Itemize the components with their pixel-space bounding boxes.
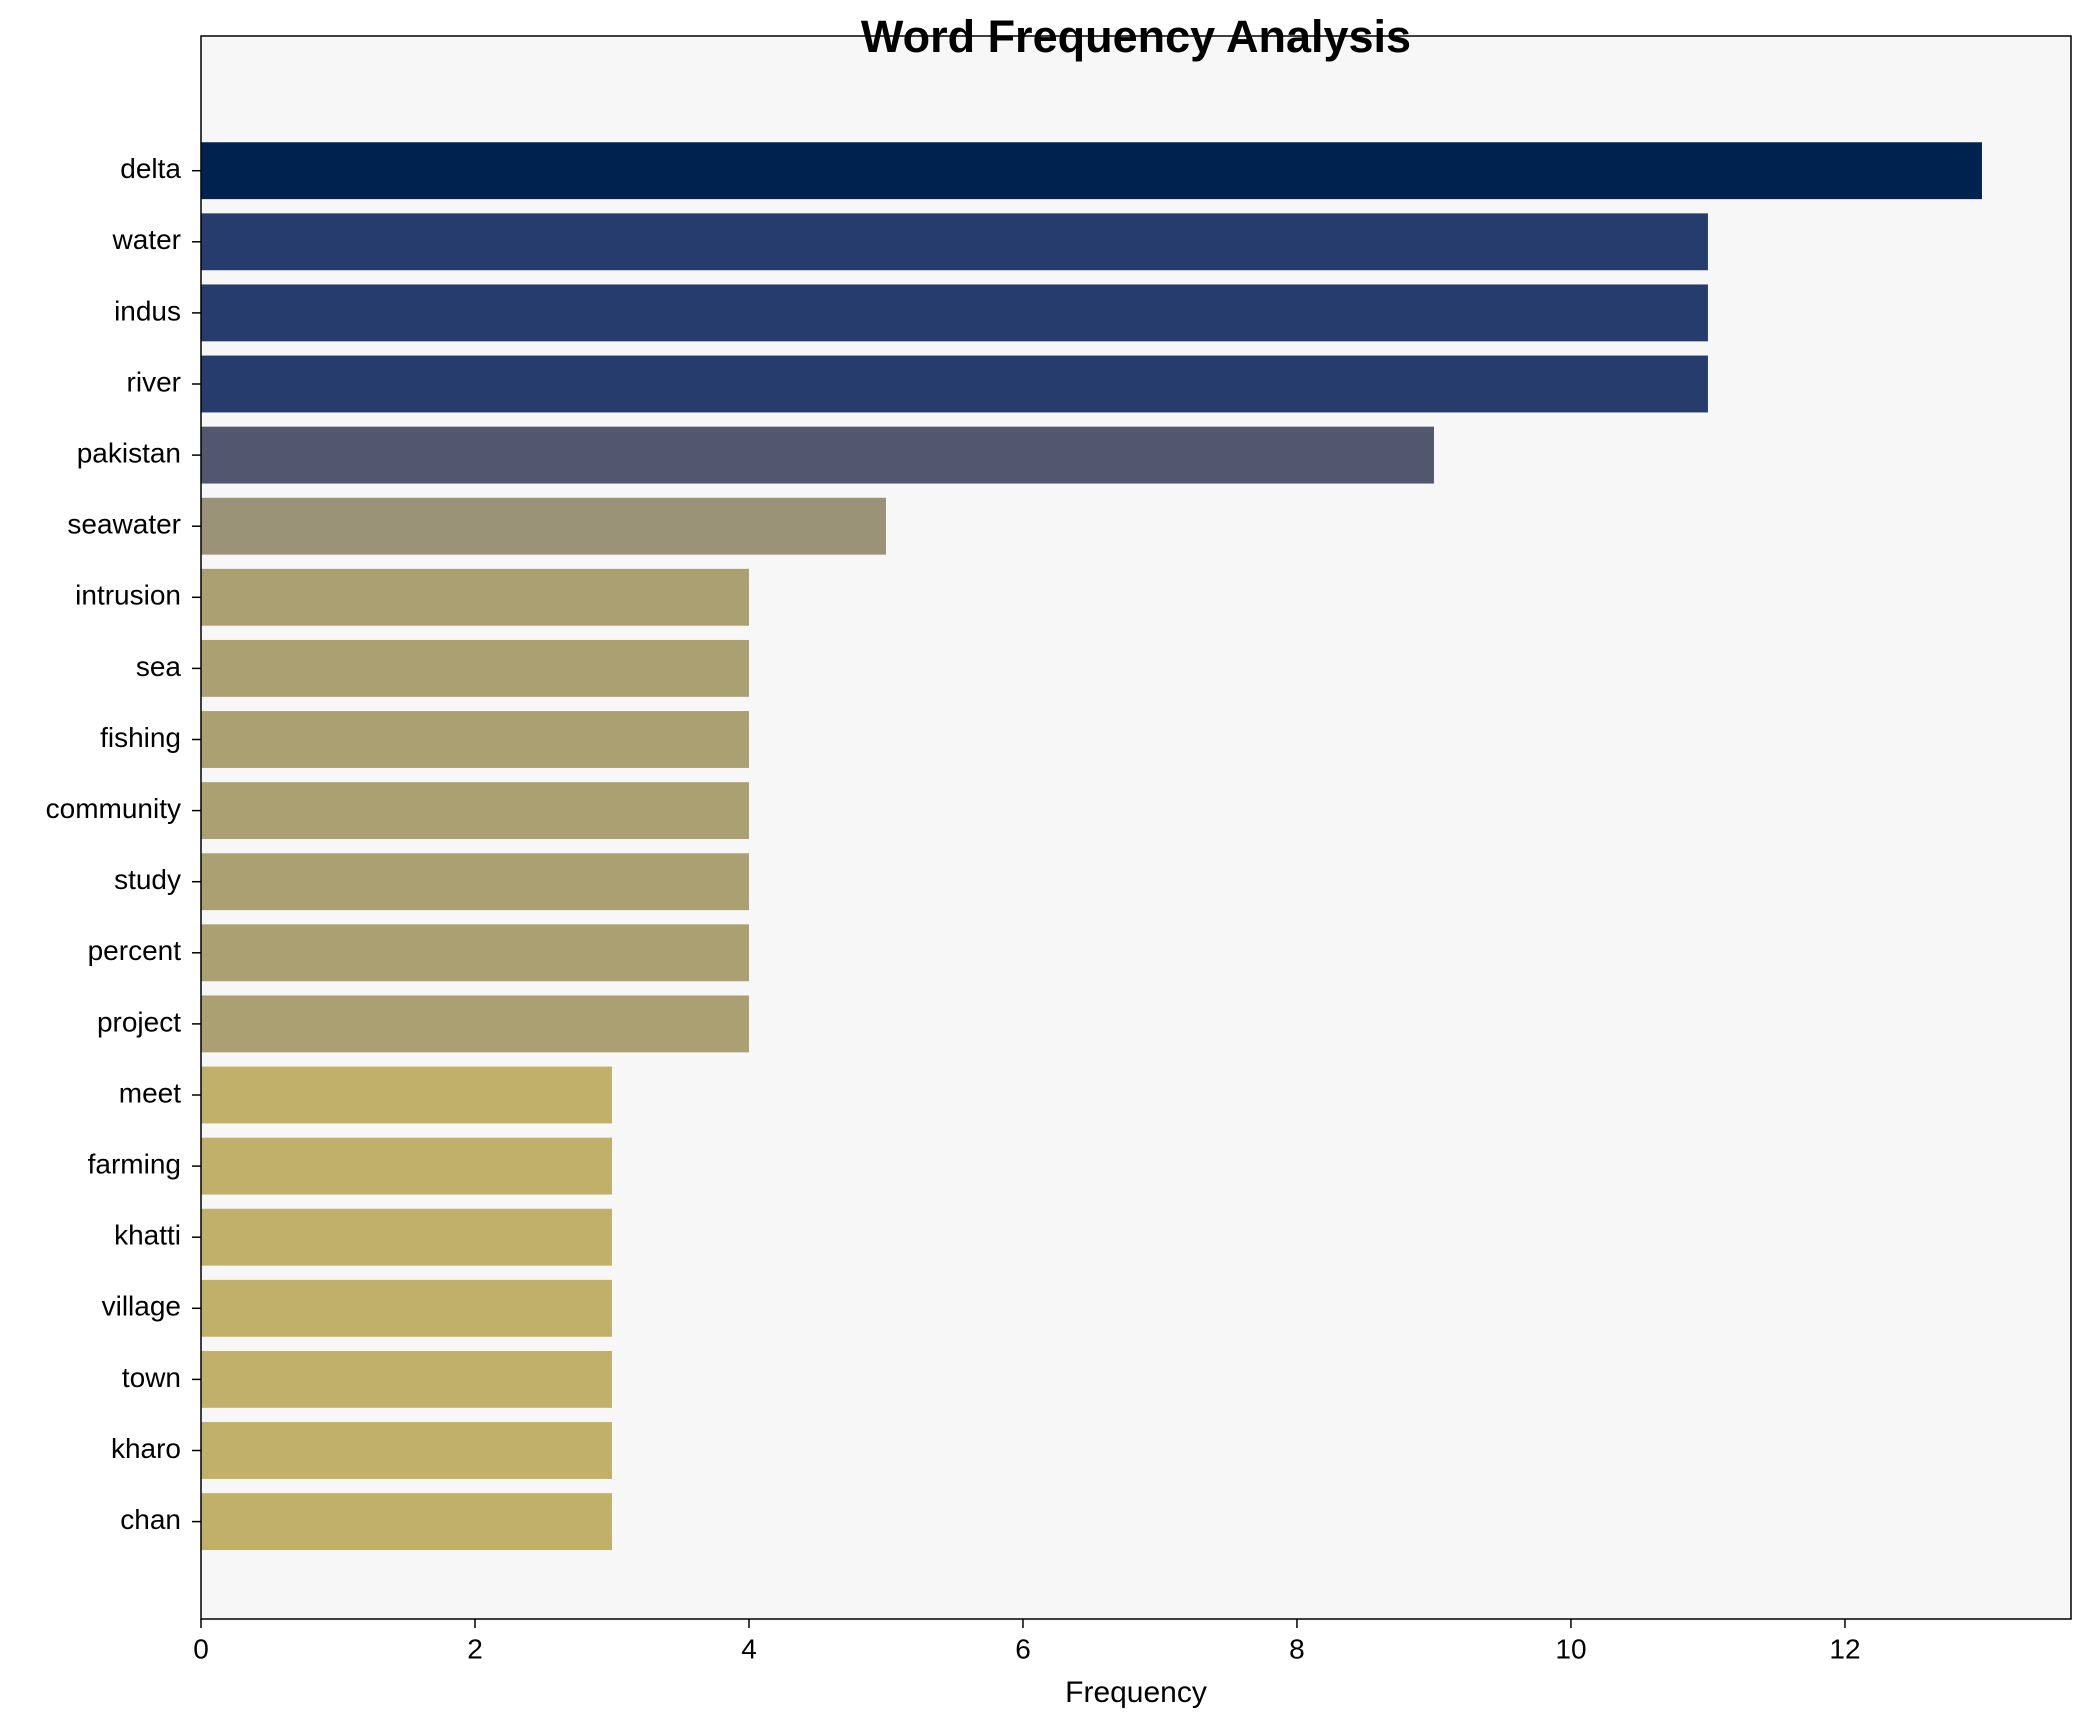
y-tick-label: study bbox=[114, 864, 181, 895]
bar bbox=[201, 355, 1708, 413]
bar bbox=[201, 782, 749, 840]
x-tick-label: 12 bbox=[1829, 1633, 1860, 1664]
bar bbox=[201, 853, 749, 911]
bar bbox=[201, 142, 1982, 200]
y-tick-label: fishing bbox=[100, 722, 181, 753]
bar bbox=[201, 497, 886, 555]
y-tick-label: chan bbox=[120, 1504, 181, 1535]
y-tick-label: khatti bbox=[114, 1220, 181, 1251]
bar bbox=[201, 284, 1708, 342]
y-tick-label: community bbox=[46, 793, 181, 824]
axes-frame bbox=[200, 35, 2072, 1620]
bar bbox=[201, 1208, 612, 1266]
y-tick-label: town bbox=[122, 1362, 181, 1393]
bar bbox=[201, 924, 749, 982]
y-tick-label: kharo bbox=[111, 1433, 181, 1464]
x-tick-label: 4 bbox=[741, 1633, 757, 1664]
y-tick-label: seawater bbox=[67, 509, 181, 540]
y-tick-label: project bbox=[97, 1006, 181, 1037]
x-axis-label: Frequency bbox=[1065, 1676, 1207, 1709]
y-tick-label: sea bbox=[136, 651, 182, 682]
bar bbox=[201, 711, 749, 768]
x-tick-label: 10 bbox=[1555, 1633, 1586, 1664]
bar bbox=[201, 1137, 612, 1195]
y-tick-label: delta bbox=[120, 153, 181, 184]
x-tick-label: 2 bbox=[467, 1633, 483, 1664]
y-tick-label: percent bbox=[88, 935, 182, 966]
x-tick-label: 0 bbox=[193, 1633, 209, 1664]
bar bbox=[201, 1279, 612, 1337]
y-tick-label: indus bbox=[114, 295, 181, 326]
bar bbox=[201, 639, 749, 697]
y-tick-label: river bbox=[127, 366, 181, 397]
bar bbox=[201, 1350, 612, 1408]
bar bbox=[201, 426, 1434, 484]
bar bbox=[201, 1493, 612, 1551]
y-tick-label: pakistan bbox=[77, 437, 181, 468]
bar bbox=[201, 213, 1708, 271]
y-tick-label: intrusion bbox=[75, 580, 181, 611]
bar bbox=[201, 995, 749, 1053]
bar bbox=[201, 1422, 612, 1479]
x-tick-label: 8 bbox=[1289, 1633, 1305, 1664]
bar bbox=[201, 568, 749, 626]
x-tick-label: 6 bbox=[1015, 1633, 1031, 1664]
y-tick-label: water bbox=[112, 224, 181, 255]
bar bbox=[201, 1066, 612, 1124]
y-tick-label: farming bbox=[88, 1148, 181, 1179]
y-tick-label: meet bbox=[119, 1077, 181, 1108]
y-tick-label: village bbox=[102, 1291, 181, 1322]
